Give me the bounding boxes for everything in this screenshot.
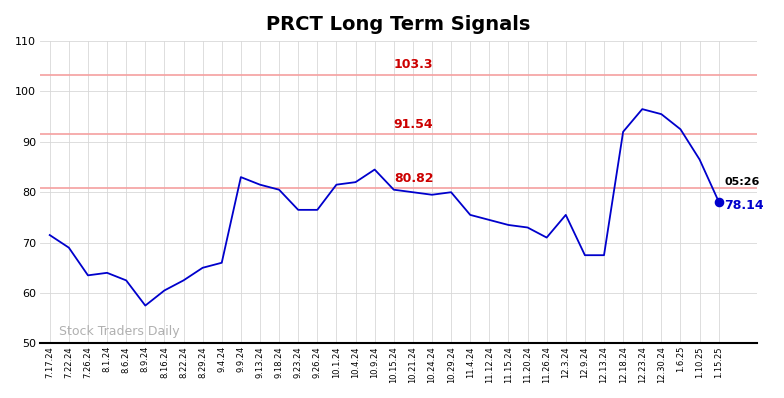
Text: 103.3: 103.3 bbox=[394, 59, 434, 71]
Text: Stock Traders Daily: Stock Traders Daily bbox=[60, 325, 180, 338]
Text: 78.14: 78.14 bbox=[724, 199, 764, 212]
Text: 91.54: 91.54 bbox=[394, 117, 434, 131]
Text: 05:26: 05:26 bbox=[724, 178, 760, 187]
Point bbox=[713, 199, 725, 205]
Text: 80.82: 80.82 bbox=[394, 172, 434, 185]
Title: PRCT Long Term Signals: PRCT Long Term Signals bbox=[267, 15, 531, 34]
